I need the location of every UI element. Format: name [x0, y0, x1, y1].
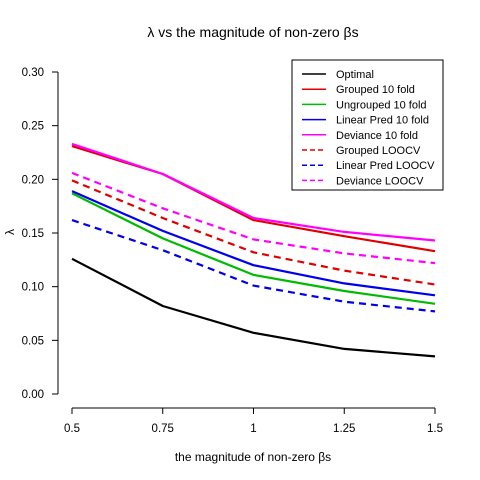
- x-tick-label: 0.5: [64, 423, 80, 435]
- y-tick-label: 0.00: [22, 389, 44, 401]
- series-line-grouped-loocv: [71, 179, 436, 286]
- series-line-linear-pred-loocv: [71, 219, 436, 313]
- x-tick-label: 1.25: [333, 423, 355, 435]
- series-line-linear-pred-10-fold: [71, 190, 436, 297]
- x-tick-label: 0.75: [152, 423, 174, 435]
- legend-label: Grouped 10 fold: [336, 84, 415, 96]
- chart-title: λ vs the magnitude of non-zero βs: [147, 24, 358, 40]
- legend-label: Optimal: [336, 69, 374, 81]
- series-line-optimal: [71, 257, 436, 358]
- series-lines: [71, 142, 436, 358]
- y-tick-label: 0.10: [22, 282, 44, 294]
- y-tick-label: 0.15: [22, 228, 44, 240]
- legend-box: [291, 59, 444, 191]
- y-tick-label: 0.20: [22, 174, 44, 186]
- x-axis-label: the magnitude of non-zero βs: [175, 450, 331, 464]
- x-tick-label: 1: [250, 423, 256, 435]
- y-tick-label: 0.30: [22, 67, 44, 79]
- legend-label: Linear Pred LOOCV: [336, 160, 435, 172]
- y-tick-label: 0.25: [22, 121, 44, 133]
- legend: Optimal Grouped 10 fold Ungrouped 10 fold L…: [291, 59, 444, 191]
- series-line-deviance-10-fold: [71, 142, 436, 242]
- y-axis-label: λ: [3, 229, 17, 235]
- legend-label: Deviance LOOCV: [336, 175, 424, 187]
- legend-label: Deviance 10 fold: [336, 130, 418, 142]
- legend-label: Linear Pred 10 fold: [336, 115, 429, 127]
- y-tick-label: 0.05: [22, 335, 44, 347]
- series-line-deviance-loocv: [71, 171, 436, 265]
- legend-label: Grouped LOOCV: [336, 145, 421, 157]
- series-line-ungrouped-10-fold: [71, 192, 436, 305]
- legend-label: Ungrouped 10 fold: [336, 99, 427, 111]
- x-tick-label: 1.5: [427, 423, 443, 435]
- axes: 0.5 0.75 1 1.25 1.5 0.00 0.05 0.10 0.15 0.20 0.25 0…: [22, 67, 443, 435]
